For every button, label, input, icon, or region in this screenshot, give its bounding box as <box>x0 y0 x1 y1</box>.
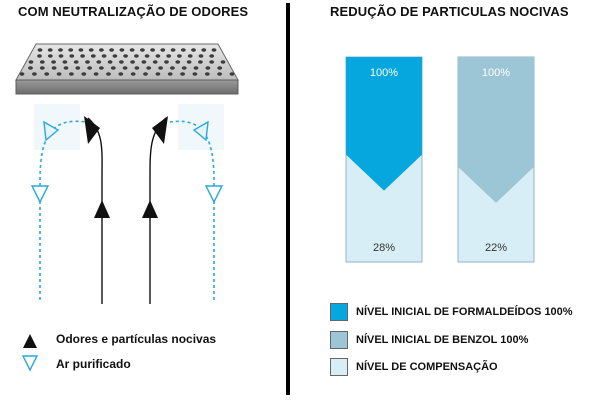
legend-row-benzene: NÍVEL INICIAL DE BENZOL 100% <box>330 330 528 350</box>
bar-compensation-label-1: 22% <box>458 242 534 254</box>
legend-swatch-compensation <box>330 358 348 376</box>
legend-label-formaldehyde: NÍVEL INICIAL DE FORMALDEÍDOS 100% <box>356 306 573 318</box>
legend-row-compensation: NÍVEL DE COMPENSAÇÃO <box>330 357 498 377</box>
legend-swatch-benzene <box>330 331 348 349</box>
legend-label-compensation: NÍVEL DE COMPENSAÇÃO <box>356 361 498 373</box>
legend-label-benzene: NÍVEL INICIAL DE BENZOL 100% <box>356 334 528 346</box>
bar-initial-label-1: 100% <box>458 67 534 79</box>
bar-compensation-label-0: 28% <box>346 242 422 254</box>
legend-swatch-formaldehyde <box>330 303 348 321</box>
legend-row-formaldehyde: NÍVEL INICIAL DE FORMALDEÍDOS 100% <box>330 302 573 322</box>
bar-initial-label-0: 100% <box>346 67 422 79</box>
